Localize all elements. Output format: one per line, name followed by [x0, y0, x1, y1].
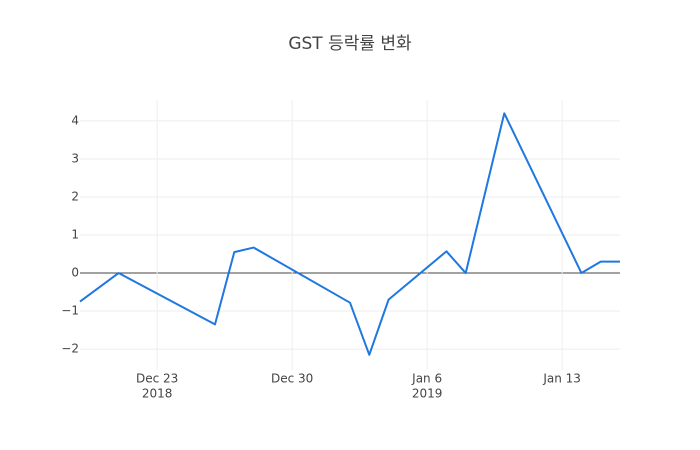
x-tick-label: Dec 23 [136, 372, 178, 386]
y-tick-label: 2 [71, 189, 79, 203]
y-tick-label: 4 [71, 113, 79, 127]
x-tick-label: 2019 [412, 387, 443, 401]
y-tick-label: 1 [71, 228, 79, 242]
y-tick-label: −1 [61, 304, 79, 318]
x-tick-label: 2018 [142, 387, 173, 401]
x-tick-label: Jan 13 [542, 372, 581, 386]
y-tick-label: −2 [61, 342, 79, 356]
x-tick-label: Dec 30 [271, 372, 313, 386]
line-series [79, 112, 620, 356]
chart-title: GST 등락률 변화 [288, 34, 412, 54]
y-tick-label: 3 [71, 151, 79, 165]
y-tick-label: 0 [71, 266, 79, 280]
x-tick-label: Jan 6 [411, 372, 442, 386]
